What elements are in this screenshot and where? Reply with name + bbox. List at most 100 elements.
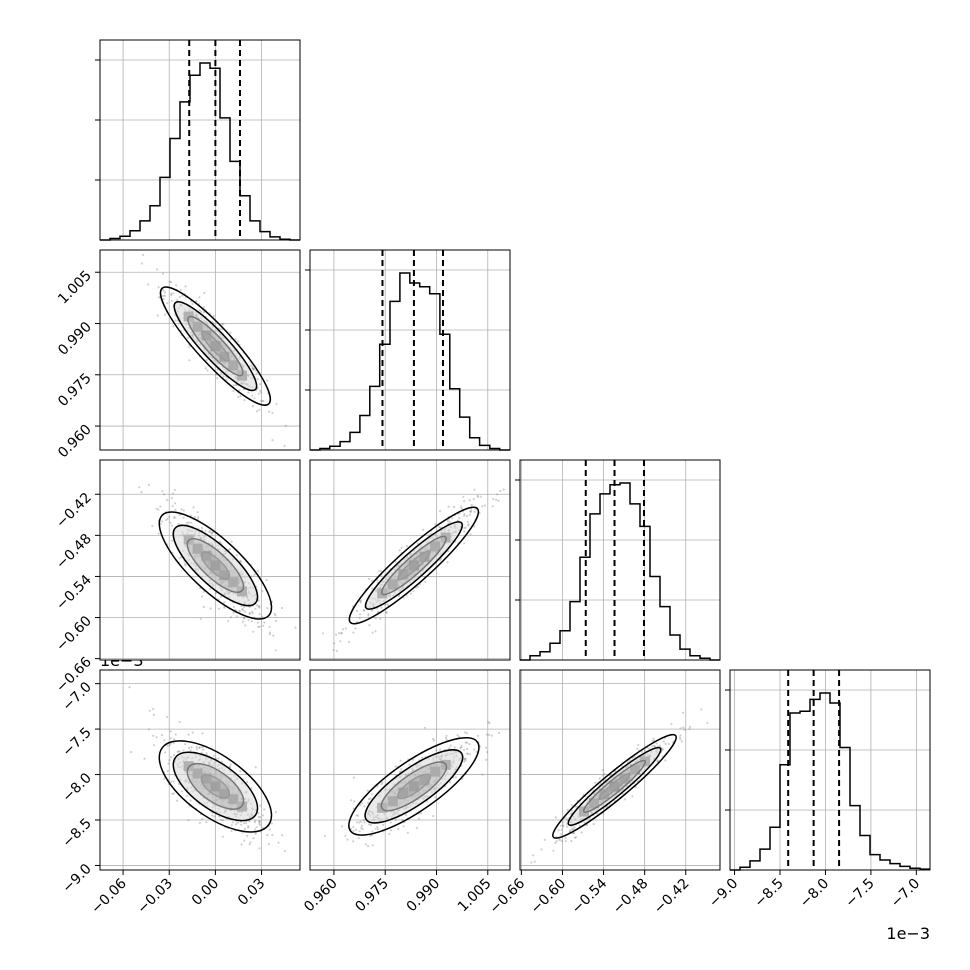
scatter-point bbox=[234, 823, 238, 826]
scatter-point bbox=[359, 599, 362, 602]
scatter-point bbox=[603, 772, 606, 776]
scatter-point bbox=[496, 493, 499, 496]
scatter-point bbox=[161, 490, 164, 493]
scatter-point bbox=[463, 526, 466, 530]
scatter-point bbox=[181, 294, 184, 297]
scatter-point bbox=[152, 708, 155, 711]
scatter-point bbox=[388, 832, 391, 836]
scatter-point bbox=[265, 578, 268, 582]
scatter-point bbox=[271, 439, 274, 442]
scatter-point bbox=[464, 757, 467, 760]
scatter-point bbox=[253, 397, 256, 400]
scatter-point bbox=[221, 835, 224, 838]
scatter-point bbox=[232, 605, 236, 609]
scatter-point bbox=[488, 722, 491, 725]
scatter-point bbox=[182, 749, 185, 752]
scatter-point bbox=[540, 848, 543, 851]
scatter-point bbox=[237, 821, 240, 824]
scatter-point bbox=[432, 739, 435, 742]
scatter-point bbox=[188, 746, 191, 750]
contour-level-2 bbox=[172, 751, 259, 822]
scatter-point bbox=[189, 749, 192, 752]
scatter-point bbox=[363, 609, 366, 612]
scatter-point bbox=[232, 384, 235, 387]
scatter-point bbox=[200, 751, 203, 754]
scatter-point bbox=[513, 730, 515, 732]
contour-level-3 bbox=[158, 511, 273, 620]
scatter-point bbox=[661, 747, 664, 750]
scatter-point bbox=[367, 612, 370, 616]
scatter-point bbox=[415, 826, 418, 830]
scatter-point bbox=[185, 794, 188, 797]
scatter-point bbox=[263, 808, 266, 811]
scatter-point bbox=[168, 759, 171, 762]
scatter-point bbox=[243, 617, 246, 620]
scatter-point bbox=[152, 734, 155, 737]
scatter-point bbox=[190, 746, 193, 749]
hist-panel-2 bbox=[515, 459, 721, 661]
x-tick-label-0-1: −0.03 bbox=[134, 875, 176, 917]
x-tick-label-1-1: 0.975 bbox=[352, 876, 392, 916]
hist-frame-0 bbox=[99, 39, 301, 241]
scatter-point bbox=[416, 542, 419, 545]
scatter-point bbox=[283, 849, 286, 853]
scatter-point bbox=[562, 821, 565, 824]
scatter-point bbox=[385, 611, 388, 614]
scatter-point bbox=[164, 519, 168, 522]
scatter-point bbox=[532, 854, 535, 857]
scatter-point bbox=[374, 617, 377, 620]
scatter-point bbox=[464, 757, 467, 760]
scatter-point bbox=[198, 309, 201, 312]
scatter-point bbox=[237, 395, 240, 399]
y-tick-label-3-2: −8.0 bbox=[60, 770, 95, 805]
scatter-point bbox=[220, 372, 223, 375]
scatter-point bbox=[250, 620, 253, 623]
scatter-point bbox=[400, 546, 403, 549]
scatter-point bbox=[367, 798, 371, 801]
scatter-point bbox=[561, 839, 564, 843]
scatter-point bbox=[166, 499, 169, 502]
scatter-point bbox=[230, 829, 233, 833]
scatter-point bbox=[189, 514, 193, 517]
scatter-point bbox=[244, 822, 247, 825]
scatter-point bbox=[256, 378, 259, 381]
scatter-point bbox=[371, 793, 374, 796]
scatter-panel-1-0 bbox=[99, 249, 301, 451]
scatter-point bbox=[258, 820, 261, 823]
scatter-point bbox=[468, 513, 471, 517]
x-tick-label-1-0: 0.960 bbox=[301, 875, 341, 915]
scatter-point bbox=[230, 540, 233, 543]
scatter-point bbox=[251, 610, 254, 613]
scatter-point bbox=[186, 336, 190, 339]
scatter-point bbox=[166, 769, 169, 773]
scatter-point bbox=[467, 524, 470, 527]
scatter-point bbox=[256, 569, 259, 573]
hist-step-2 bbox=[520, 482, 720, 661]
scatter-point bbox=[382, 823, 385, 826]
y-tick-label-2-2: −0.54 bbox=[53, 572, 95, 614]
scatter-point bbox=[254, 607, 257, 610]
scatter-point bbox=[230, 824, 233, 827]
scatter-point bbox=[171, 505, 174, 508]
scatter-point bbox=[333, 642, 336, 645]
scatter-point bbox=[648, 747, 651, 750]
scatter-point bbox=[394, 818, 397, 822]
scatter-point bbox=[163, 777, 166, 780]
scatter-point bbox=[252, 367, 255, 370]
scatter-point bbox=[592, 822, 595, 826]
scatter-point bbox=[362, 609, 365, 612]
scatter-point bbox=[598, 777, 601, 780]
scatter-point bbox=[368, 823, 371, 826]
scatter-point bbox=[140, 262, 143, 265]
scatter-point bbox=[268, 633, 271, 636]
contour-level-2 bbox=[172, 524, 259, 607]
scatter-point bbox=[458, 516, 461, 520]
scatter-point bbox=[253, 573, 256, 576]
scatter-point bbox=[448, 747, 451, 750]
scatter-point bbox=[216, 368, 219, 371]
scatter-point bbox=[169, 737, 172, 740]
scatter-point bbox=[463, 514, 466, 517]
scatter-point bbox=[172, 742, 175, 745]
scatter-point bbox=[163, 739, 166, 742]
scatter-points-2-0 bbox=[138, 483, 297, 652]
